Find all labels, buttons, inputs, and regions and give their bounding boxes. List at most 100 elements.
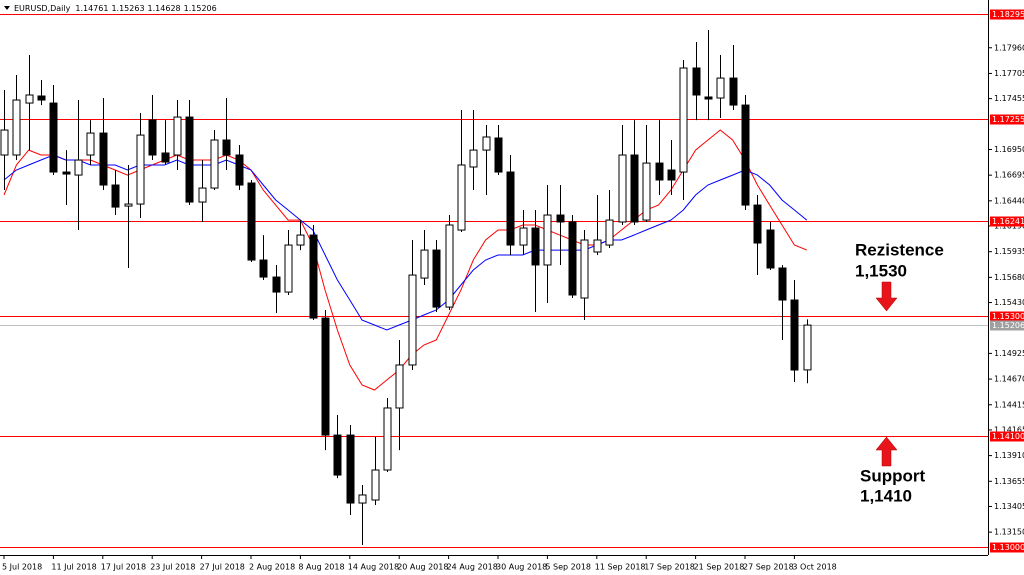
x-tick-label: 3 Oct 2018 [792, 563, 836, 572]
y-tick-label: 1.13655 [994, 477, 1024, 486]
resistance-value: 1,1530 [855, 261, 907, 280]
level-label: 1.13000 [992, 543, 1024, 552]
x-tick-label: 2 Aug 2018 [249, 563, 295, 572]
bear-candle-body [148, 119, 157, 156]
bull-candle-body [284, 244, 293, 293]
support-value: 1,1410 [860, 486, 912, 505]
level-label-box [990, 114, 1024, 125]
bull-candle-body [86, 132, 95, 156]
bull-candle-body [716, 77, 725, 99]
x-tick-label: 5 Sep 2018 [545, 563, 591, 572]
bear-candle-body [272, 276, 281, 293]
bull-candle-body [0, 129, 9, 156]
x-tick-label: 11 Sep 2018 [595, 563, 646, 572]
level-label: 1.17255 [992, 115, 1024, 124]
up-arrow [875, 436, 898, 467]
bear-candle-body [99, 132, 108, 186]
bear-candle-body [111, 184, 120, 208]
bear-candle-body [62, 171, 71, 175]
bear-candle-body [778, 267, 787, 301]
y-tick-label: 1.17960 [994, 43, 1024, 52]
support-title: Support [860, 466, 925, 485]
x-tick-label: 14 Aug 2018 [348, 563, 399, 572]
bear-candle-body [432, 249, 441, 308]
y-tick-label: 1.16695 [994, 171, 1024, 180]
bull-candle-body [358, 494, 367, 504]
bull-candle-body [445, 224, 454, 308]
x-tick-label: 5 Jul 2018 [2, 563, 42, 572]
bull-candle-body [210, 139, 219, 189]
level-label: 1.14100 [992, 432, 1024, 441]
current-price-box [990, 320, 1024, 331]
bull-candle-body [420, 249, 429, 279]
bull-candle-body [519, 227, 528, 246]
x-tick-label: 24 Aug 2018 [447, 563, 498, 572]
bull-candle-body [642, 162, 651, 221]
x-tick-label: 8 Aug 2018 [298, 563, 344, 572]
level-label: 1.18295 [992, 10, 1024, 19]
y-tick-label: 1.16440 [994, 196, 1024, 205]
bull-candle-body [482, 136, 491, 151]
y-tick-label: 1.15935 [994, 247, 1024, 256]
x-tick-label: 20 Aug 2018 [397, 563, 448, 572]
bear-candle-body [506, 171, 515, 246]
bear-candle-body [667, 169, 676, 181]
bull-candle-body [25, 94, 34, 104]
bear-candle-body [704, 96, 713, 100]
bear-candle-body [655, 162, 664, 181]
x-tick-label: 11 Jul 2018 [51, 563, 96, 572]
current-price-label: 1.15206 [992, 321, 1024, 330]
y-tick-label: 1.17705 [994, 69, 1024, 78]
x-tick-label: 21 Sep 2018 [694, 563, 745, 572]
bull-candle-body [371, 469, 380, 501]
bear-candle-body [259, 259, 268, 278]
bear-candle-body [222, 139, 231, 156]
bear-candle-body [729, 77, 738, 106]
bear-candle-body [346, 434, 355, 504]
bull-candle-body [12, 99, 21, 156]
bear-candle-body [161, 152, 170, 163]
header-open: 1.14761 [75, 4, 108, 13]
bear-candle-body [790, 299, 799, 371]
bear-candle-body [235, 154, 244, 186]
y-tick-label: 1.13910 [994, 451, 1024, 460]
bull-candle-body [395, 364, 404, 409]
down-arrow [875, 281, 898, 312]
bull-candle-body [198, 187, 207, 203]
y-tick-label: 1.14670 [994, 375, 1024, 384]
plot-area [0, 14, 988, 548]
level-label-box [990, 542, 1024, 553]
bull-candle-body [679, 67, 688, 173]
y-tick-label: 1.14165 [994, 425, 1024, 434]
level-label-box [990, 311, 1024, 322]
y-tick-label: 1.14925 [994, 349, 1024, 358]
y-tick-label: 1.17455 [994, 94, 1024, 103]
bull-candle-body [618, 154, 627, 223]
bear-candle-body [37, 95, 46, 101]
level-label: 1.15300 [992, 312, 1024, 321]
bear-candle-body [741, 104, 750, 206]
bear-candle-body [321, 317, 330, 436]
bear-candle-body [333, 434, 342, 476]
level-label-box [990, 216, 1024, 227]
y-tick-label: 1.15680 [994, 273, 1024, 282]
bull-candle-body [124, 203, 133, 207]
bear-candle-body [766, 229, 775, 269]
x-tick-label: 27 Sep 2018 [743, 563, 794, 572]
x-tick-label: 27 Jul 2018 [200, 563, 245, 572]
level-label: 1.16241 [992, 217, 1024, 226]
bull-candle-body [580, 239, 589, 299]
bear-candle-body [692, 67, 701, 96]
bull-candle-body [74, 159, 83, 176]
bear-candle-body [556, 214, 565, 223]
x-tick-label: 23 Jul 2018 [150, 563, 195, 572]
bull-candle-body [383, 407, 392, 471]
y-tick-label: 1.15430 [994, 298, 1024, 307]
y-tick-label: 1.13150 [994, 528, 1024, 537]
chart-title: EURUSD,Daily 1.14761 1.15263 1.14628 1.15206 [14, 4, 217, 13]
bear-candle-body [494, 137, 503, 173]
bear-candle-body [753, 204, 762, 244]
resistance-title: Rezistence [855, 240, 944, 259]
bull-candle-body [136, 134, 145, 205]
